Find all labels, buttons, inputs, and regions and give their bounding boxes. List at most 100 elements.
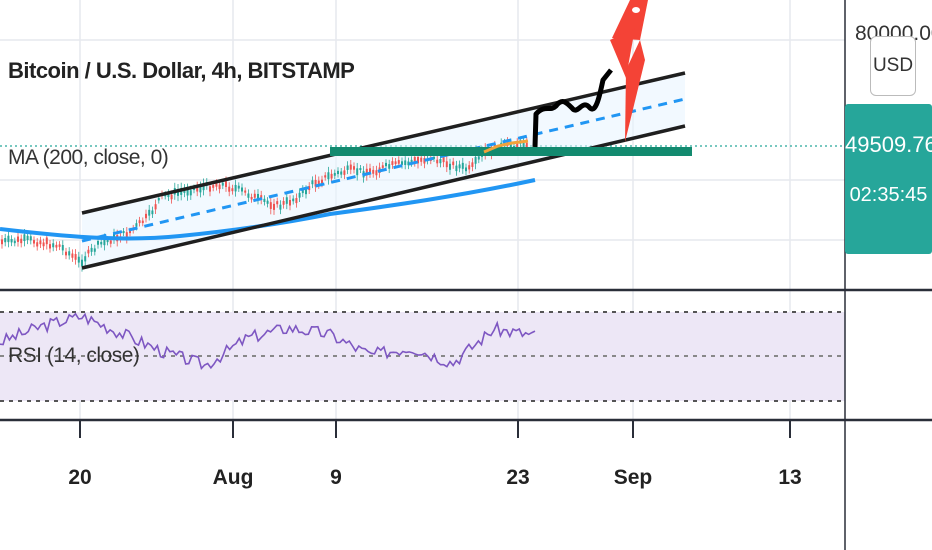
support-zone[interactable] (330, 147, 692, 156)
candle (337, 170, 339, 175)
candle (58, 244, 61, 247)
candle (439, 158, 442, 164)
candle (449, 163, 451, 170)
candle (250, 196, 253, 200)
candle (295, 198, 298, 204)
candle (61, 245, 64, 251)
candle (1, 239, 3, 245)
x-axis-ticks (79, 420, 791, 438)
candle (509, 143, 512, 149)
candle (125, 232, 128, 239)
recent-move-line (483, 139, 529, 154)
channel-upper-line[interactable] (81, 71, 686, 215)
chart-title: Bitcoin / U.S. Dollar, 4h, BITSTAMP (8, 58, 355, 83)
candle (87, 249, 90, 254)
candle (148, 209, 151, 216)
candle (321, 179, 323, 184)
candle (324, 175, 327, 178)
candle (317, 180, 320, 185)
candle (228, 186, 231, 192)
candle (244, 190, 247, 193)
candle (138, 220, 141, 224)
candle (311, 180, 314, 185)
date-label-20: 20 (68, 466, 92, 489)
date-label-aug: Aug (212, 466, 254, 489)
candle (327, 172, 330, 180)
candle (33, 240, 35, 244)
ma-legend[interactable]: MA (200, close, 0) (8, 146, 169, 169)
candle (343, 170, 346, 175)
candle (26, 235, 29, 240)
channel-midline[interactable] (81, 97, 686, 243)
candle (298, 192, 301, 198)
candle (52, 243, 55, 248)
candle (388, 164, 391, 169)
candle (241, 187, 243, 192)
candle (340, 171, 343, 175)
rsi-legend[interactable]: RSI (14, close) (8, 344, 140, 367)
candle (170, 194, 173, 200)
candle (461, 162, 464, 169)
candle (458, 164, 461, 169)
candle (42, 242, 45, 247)
candle (263, 198, 266, 202)
rsi-line (0, 312, 536, 370)
date-label-9: 9 (330, 466, 342, 489)
candle (279, 204, 282, 210)
candle (375, 170, 378, 176)
candle (436, 159, 439, 164)
candle (420, 157, 423, 162)
candle (369, 168, 371, 174)
date-label-sep: Sep (613, 466, 653, 489)
candle (39, 240, 42, 245)
candle (90, 247, 93, 252)
candle (308, 186, 311, 191)
grid-lines (0, 0, 845, 420)
candle (36, 242, 39, 247)
projection-path[interactable] (532, 68, 613, 148)
candle (68, 251, 71, 256)
candle (109, 240, 112, 244)
candle (234, 184, 237, 192)
candle (356, 168, 359, 176)
candle (135, 223, 138, 227)
candle (333, 172, 336, 176)
candle (410, 159, 413, 164)
candle (45, 237, 48, 245)
bar-countdown: 02:35:45 (849, 184, 928, 206)
candle (29, 236, 32, 241)
candle (276, 201, 279, 205)
candle (433, 156, 435, 159)
candle (10, 238, 13, 243)
candle (401, 161, 403, 165)
candle (423, 158, 426, 164)
candle (106, 239, 109, 243)
candle (385, 162, 387, 167)
candle (215, 183, 218, 187)
candle (65, 251, 67, 256)
candle (381, 165, 384, 168)
candle (189, 190, 192, 196)
candle (522, 142, 525, 148)
candle (81, 259, 83, 267)
candle (353, 166, 355, 170)
candle (359, 168, 362, 171)
candle (273, 203, 275, 210)
candle (391, 161, 394, 165)
candle (301, 189, 304, 194)
candle (13, 240, 16, 244)
candle (247, 193, 250, 198)
candle (93, 248, 96, 252)
candle (221, 182, 224, 186)
candle (71, 253, 74, 258)
candle (404, 160, 407, 166)
currency-button[interactable]: USD (870, 36, 916, 96)
candle (285, 197, 288, 204)
candle (257, 193, 259, 200)
candle (141, 220, 144, 224)
candle (177, 189, 179, 196)
candle (471, 162, 474, 167)
rocket-icon (610, 0, 648, 142)
candle (269, 202, 272, 209)
